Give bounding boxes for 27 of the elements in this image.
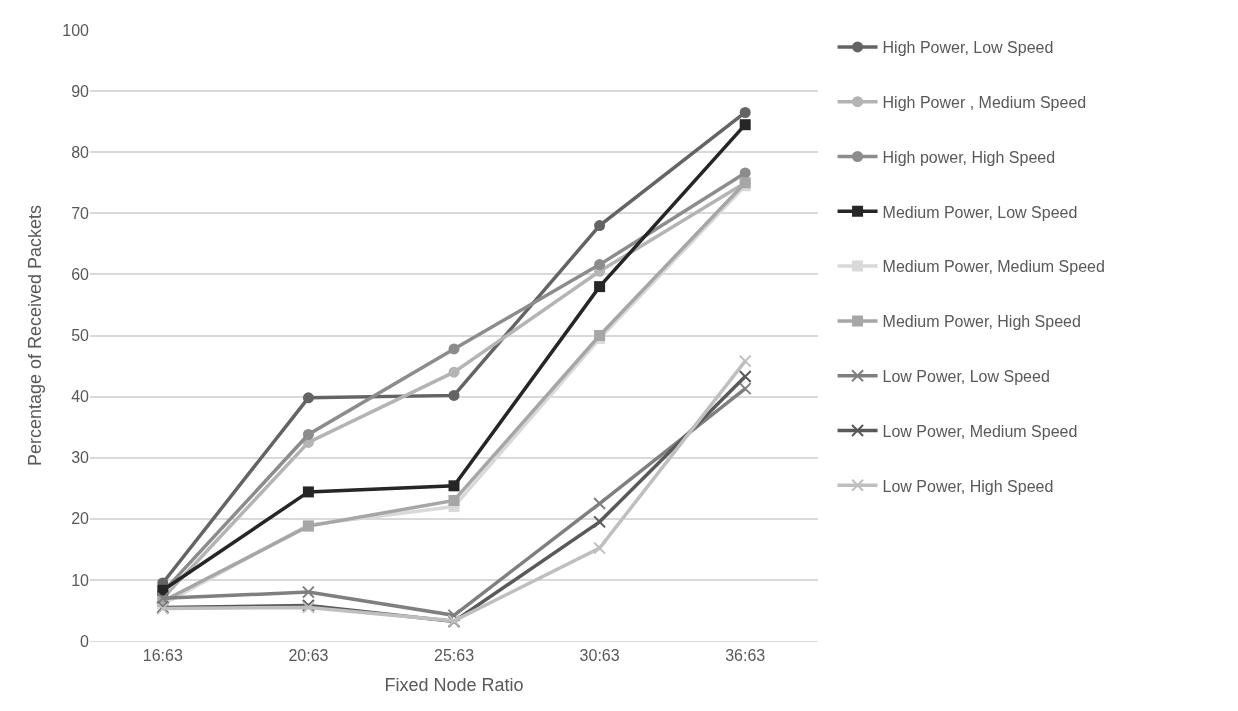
y-axis-title: Percentage of Received Packets — [25, 204, 46, 467]
y-tick-label: 60 — [71, 266, 90, 283]
y-tick-label: 100 — [62, 21, 90, 39]
legend-label: Medium Power, High Speed — [882, 313, 1081, 331]
x-axis-title: Fixed Node Ratio — [384, 675, 524, 696]
legend-label: High Power , Medium Speed — [882, 93, 1087, 111]
y-tick-label: 10 — [71, 571, 90, 589]
x-tick-label: 25:63 — [433, 647, 475, 665]
legend-label: Low Power, Medium Speed — [882, 422, 1078, 440]
y-tick-label: 70 — [71, 204, 90, 222]
legend-label: High Power, Low Speed — [882, 39, 1054, 57]
legend-label: Low Power, High Speed — [882, 477, 1054, 495]
y-tick-label: 30 — [71, 449, 90, 467]
x-tick-label: 36:63 — [725, 647, 766, 665]
legend-label: High power, High Speed — [882, 148, 1056, 166]
x-tick-label: 20:63 — [288, 647, 329, 665]
legend-label: Medium Power, Low Speed — [882, 203, 1078, 221]
legend-label: Low Power, Low Speed — [882, 367, 1050, 385]
y-tick-label: 40 — [71, 388, 90, 406]
legend-label: Medium Power, Medium Speed — [882, 258, 1105, 276]
y-tick-label: 50 — [71, 327, 90, 345]
y-tick-label: 20 — [71, 510, 90, 528]
y-tick-label: 80 — [71, 143, 90, 161]
x-tick-label: 16:63 — [142, 647, 183, 665]
x-tick-label: 30:63 — [579, 647, 620, 665]
y-tick-label: 0 — [80, 632, 90, 650]
y-tick-label: 90 — [71, 82, 90, 100]
